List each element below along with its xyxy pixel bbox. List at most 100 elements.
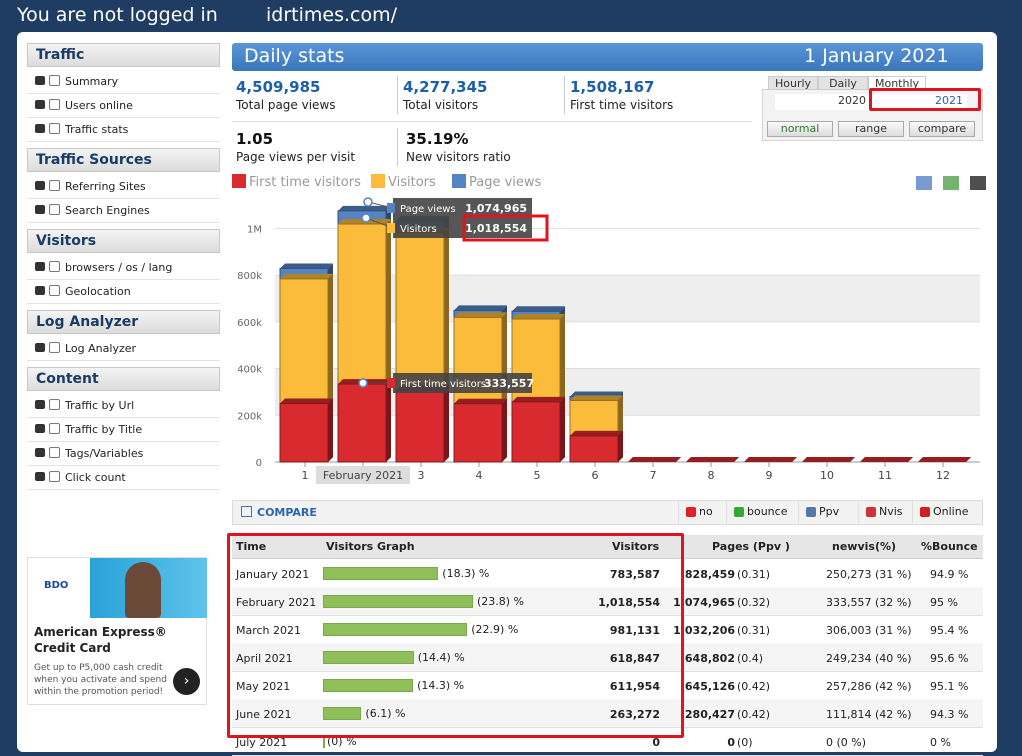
item-icon [49,99,60,110]
cell-ppv: (0) [737,736,753,749]
bar-top [744,457,797,462]
period-tab[interactable]: Daily [818,76,868,90]
sidebar-item[interactable]: Click count [27,466,220,490]
compare-title[interactable]: COMPARE [257,506,317,519]
cell-visitors: 1,018,554 [598,596,660,609]
header-site: idrtimes.com/ [266,4,397,26]
cell-share: (6.1) % [365,707,406,720]
lock-icon [35,286,45,295]
item-icon [49,423,60,434]
sidebar-item[interactable]: Traffic stats [27,118,220,142]
compare-option[interactable]: Ppv [819,505,840,518]
legend-swatch [232,174,246,188]
year[interactable]: 2020 [775,94,870,110]
sidebar-item[interactable]: Summary [27,70,220,94]
cell-newvis: 333,557 (32 %) [826,596,912,609]
cell-bounce: 95.1 % [930,680,969,693]
cell-newvis: 257,286 (42 %) [826,680,912,693]
cell-pages: 1,032,206 [673,624,735,637]
cell-time: January 2021 [236,568,310,581]
compare-option[interactable]: Nvis [879,505,903,518]
x-tick-label: February 2021 [323,469,403,482]
tooltip-dot [358,378,368,388]
option-icon[interactable] [734,507,744,517]
y-tick-label: 400k [237,365,262,376]
bar-top [454,398,507,404]
cell-ppv: (0.42) [737,708,771,721]
bar [337,383,387,463]
ad-text: Get up to P5,000 cash credit when you ac… [34,663,167,697]
option-icon[interactable] [920,507,930,517]
x-tick-label: 6 [592,469,599,482]
compare-option[interactable]: Online [933,505,969,518]
sidebar-item[interactable]: Referring Sites [27,175,220,199]
row-divider [232,727,983,728]
stat-divider [397,128,398,166]
lock-icon [35,472,45,481]
sidebar-item[interactable]: Users online [27,94,220,118]
column-header: %Bounce [921,540,978,553]
sidebar-item[interactable]: Traffic by Url [27,394,220,418]
sidebar-item[interactable]: Tags/Variables [27,442,220,466]
chart-tool-icon [943,176,959,190]
mode-button[interactable]: compare [909,121,975,137]
sidebar-section: Log Analyzer [27,310,220,334]
x-tick-label: 3 [418,469,425,482]
item-icon [49,261,60,272]
tooltip-dot [363,197,373,207]
ad[interactable]: BDO American Express® Credit Card Get up… [27,557,207,705]
lock-icon [35,262,45,271]
stat-value: 4,277,345 [403,78,488,96]
mode-button[interactable]: normal [767,121,833,137]
y-tick-label: 200k [237,411,262,422]
year[interactable]: 2021 [872,94,967,110]
tooltip-swatch [387,378,395,388]
period-tab[interactable]: Monthly [868,76,926,90]
share-bar [323,623,468,636]
cell-time: April 2021 [236,652,293,665]
tooltip-dot [361,213,371,223]
sidebar-item[interactable]: Geolocation [27,280,220,304]
lock-icon [35,124,45,133]
sidebar-section: Visitors [27,229,220,253]
sidebar-item[interactable]: Search Engines [27,199,220,223]
stat-label: New visitors ratio [406,150,511,164]
item-icon [49,285,60,296]
tooltip-swatch [387,223,395,233]
row-divider [232,671,983,672]
option-icon[interactable] [806,507,816,517]
highlight-tooltip [462,214,549,242]
column-header: newvis(%) [832,540,897,553]
bar [511,401,561,463]
period-tab[interactable]: Hourly [768,76,818,90]
x-tick-label: 10 [820,469,834,482]
y-tick-label: 800k [237,271,262,282]
cell-pages: 648,802 [684,652,735,665]
sidebar-item[interactable]: browsers / os / lang [27,256,220,280]
stat-divider [564,76,565,114]
cell-share: (22.9) % [471,623,519,636]
cell-newvis: 0 (0 %) [826,736,867,749]
bar-top [686,457,739,462]
bar-side [618,430,623,462]
option-divider [912,502,913,523]
cell-ppv: (0.32) [737,596,771,609]
cell-newvis: 111,814 (42 %) [826,708,912,721]
compare-icon[interactable] [241,506,252,517]
share-bar [323,567,439,580]
bar-side [444,385,449,462]
option-icon[interactable] [866,507,876,517]
cell-share: (18.3) % [442,567,490,580]
compare-option[interactable]: bounce [747,505,788,518]
option-icon[interactable] [686,507,696,517]
sidebar-item[interactable]: Log Analyzer [27,337,220,361]
mode-button[interactable]: range [838,121,904,137]
sidebar-section: Traffic Sources [27,148,220,172]
cell-newvis: 250,273 (31 %) [826,568,912,581]
share-bar [323,595,473,608]
sidebar-item[interactable]: Traffic by Title [27,418,220,442]
ad-arrow[interactable]: › [173,668,200,695]
cell-share: (23.8) % [476,595,524,608]
compare-option[interactable]: no [699,505,713,518]
x-tick-label: 12 [936,469,950,482]
